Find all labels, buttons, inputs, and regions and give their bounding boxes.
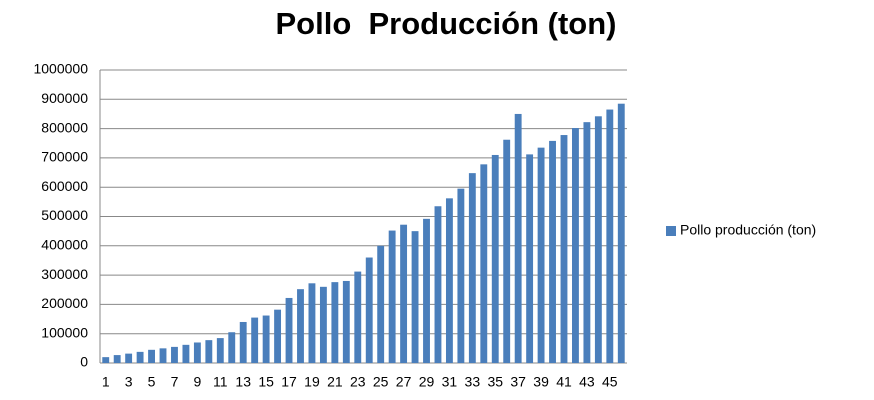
y-tick-label: 700000: [41, 149, 88, 165]
x-tick-label: 11: [213, 374, 228, 390]
bar: [480, 164, 488, 363]
x-tick-label: 39: [533, 374, 549, 390]
bar: [331, 282, 339, 363]
y-tick-label: 200000: [41, 295, 88, 311]
x-tick-label: 25: [373, 374, 389, 390]
x-tick-label: 23: [350, 374, 366, 390]
bar: [285, 297, 293, 363]
bar: [491, 154, 499, 363]
bar: [537, 147, 545, 363]
y-tick-label: 600000: [41, 178, 88, 194]
bar: [102, 357, 110, 363]
bar: [308, 283, 316, 363]
x-tick-label: 19: [304, 374, 320, 390]
bar: [319, 286, 327, 363]
bar: [583, 122, 591, 364]
bar: [617, 103, 625, 363]
bar: [274, 309, 282, 363]
x-tick-label: 27: [396, 374, 412, 390]
x-tick-label: 5: [148, 374, 156, 390]
bar: [526, 154, 534, 363]
bar: [136, 351, 144, 363]
legend-label: Pollo producción (ton): [680, 222, 816, 238]
bar: [193, 342, 201, 363]
bar: [468, 173, 476, 363]
bar: [434, 206, 442, 363]
bar: [354, 271, 362, 363]
y-tick-label: 400000: [41, 237, 88, 253]
x-tick-label: 43: [579, 374, 595, 390]
bar: [228, 332, 236, 363]
bar: [205, 340, 213, 363]
x-tick-label: 21: [327, 374, 343, 390]
y-tick-label: 1000000: [33, 61, 88, 77]
x-tick-label: 37: [510, 374, 526, 390]
x-tick-label: 3: [125, 374, 133, 390]
x-tick-label: 33: [465, 374, 481, 390]
bar: [262, 315, 270, 363]
bar: [400, 224, 408, 363]
x-tick-label: 7: [171, 374, 179, 390]
x-tick-label: 35: [487, 374, 503, 390]
bar: [125, 353, 133, 363]
bar: [365, 257, 373, 363]
bar: [182, 344, 190, 363]
bar: [216, 338, 224, 363]
bar: [457, 188, 465, 363]
bar: [113, 355, 121, 363]
y-tick-label: 500000: [41, 207, 88, 223]
legend-swatch: [666, 226, 676, 236]
bar: [503, 139, 511, 363]
bar: [171, 346, 178, 363]
bar: [549, 140, 556, 363]
bar: [514, 113, 522, 363]
x-tick-label: 15: [258, 374, 274, 390]
y-tick-label: 800000: [41, 119, 88, 135]
bar: [388, 230, 396, 363]
bar: [560, 135, 568, 363]
bar: [297, 289, 304, 363]
bar: [148, 349, 155, 363]
bar: [159, 348, 167, 363]
y-tick-label: 300000: [41, 266, 88, 282]
x-tick-label: 17: [281, 374, 297, 390]
y-tick-label: 900000: [41, 90, 88, 106]
bar: [377, 245, 385, 363]
y-tick-label: 100000: [41, 324, 88, 340]
bar: [411, 231, 419, 363]
bar: [572, 128, 579, 363]
bar: [594, 116, 602, 363]
y-tick-label: 0: [80, 354, 88, 370]
x-tick-label: 41: [556, 374, 572, 390]
bar: [445, 198, 453, 363]
x-tick-label: 31: [442, 374, 458, 390]
bar: [239, 321, 247, 363]
x-tick-label: 29: [419, 374, 435, 390]
chart-title: Pollo Producción (ton): [276, 6, 617, 41]
x-tick-label: 9: [193, 374, 201, 390]
x-tick-label: 1: [102, 374, 110, 390]
bar: [342, 280, 350, 363]
bar: [251, 317, 259, 363]
bar: [423, 218, 430, 363]
bar: [606, 109, 614, 364]
x-tick-label: 45: [602, 374, 618, 390]
x-tick-label: 13: [235, 374, 251, 390]
